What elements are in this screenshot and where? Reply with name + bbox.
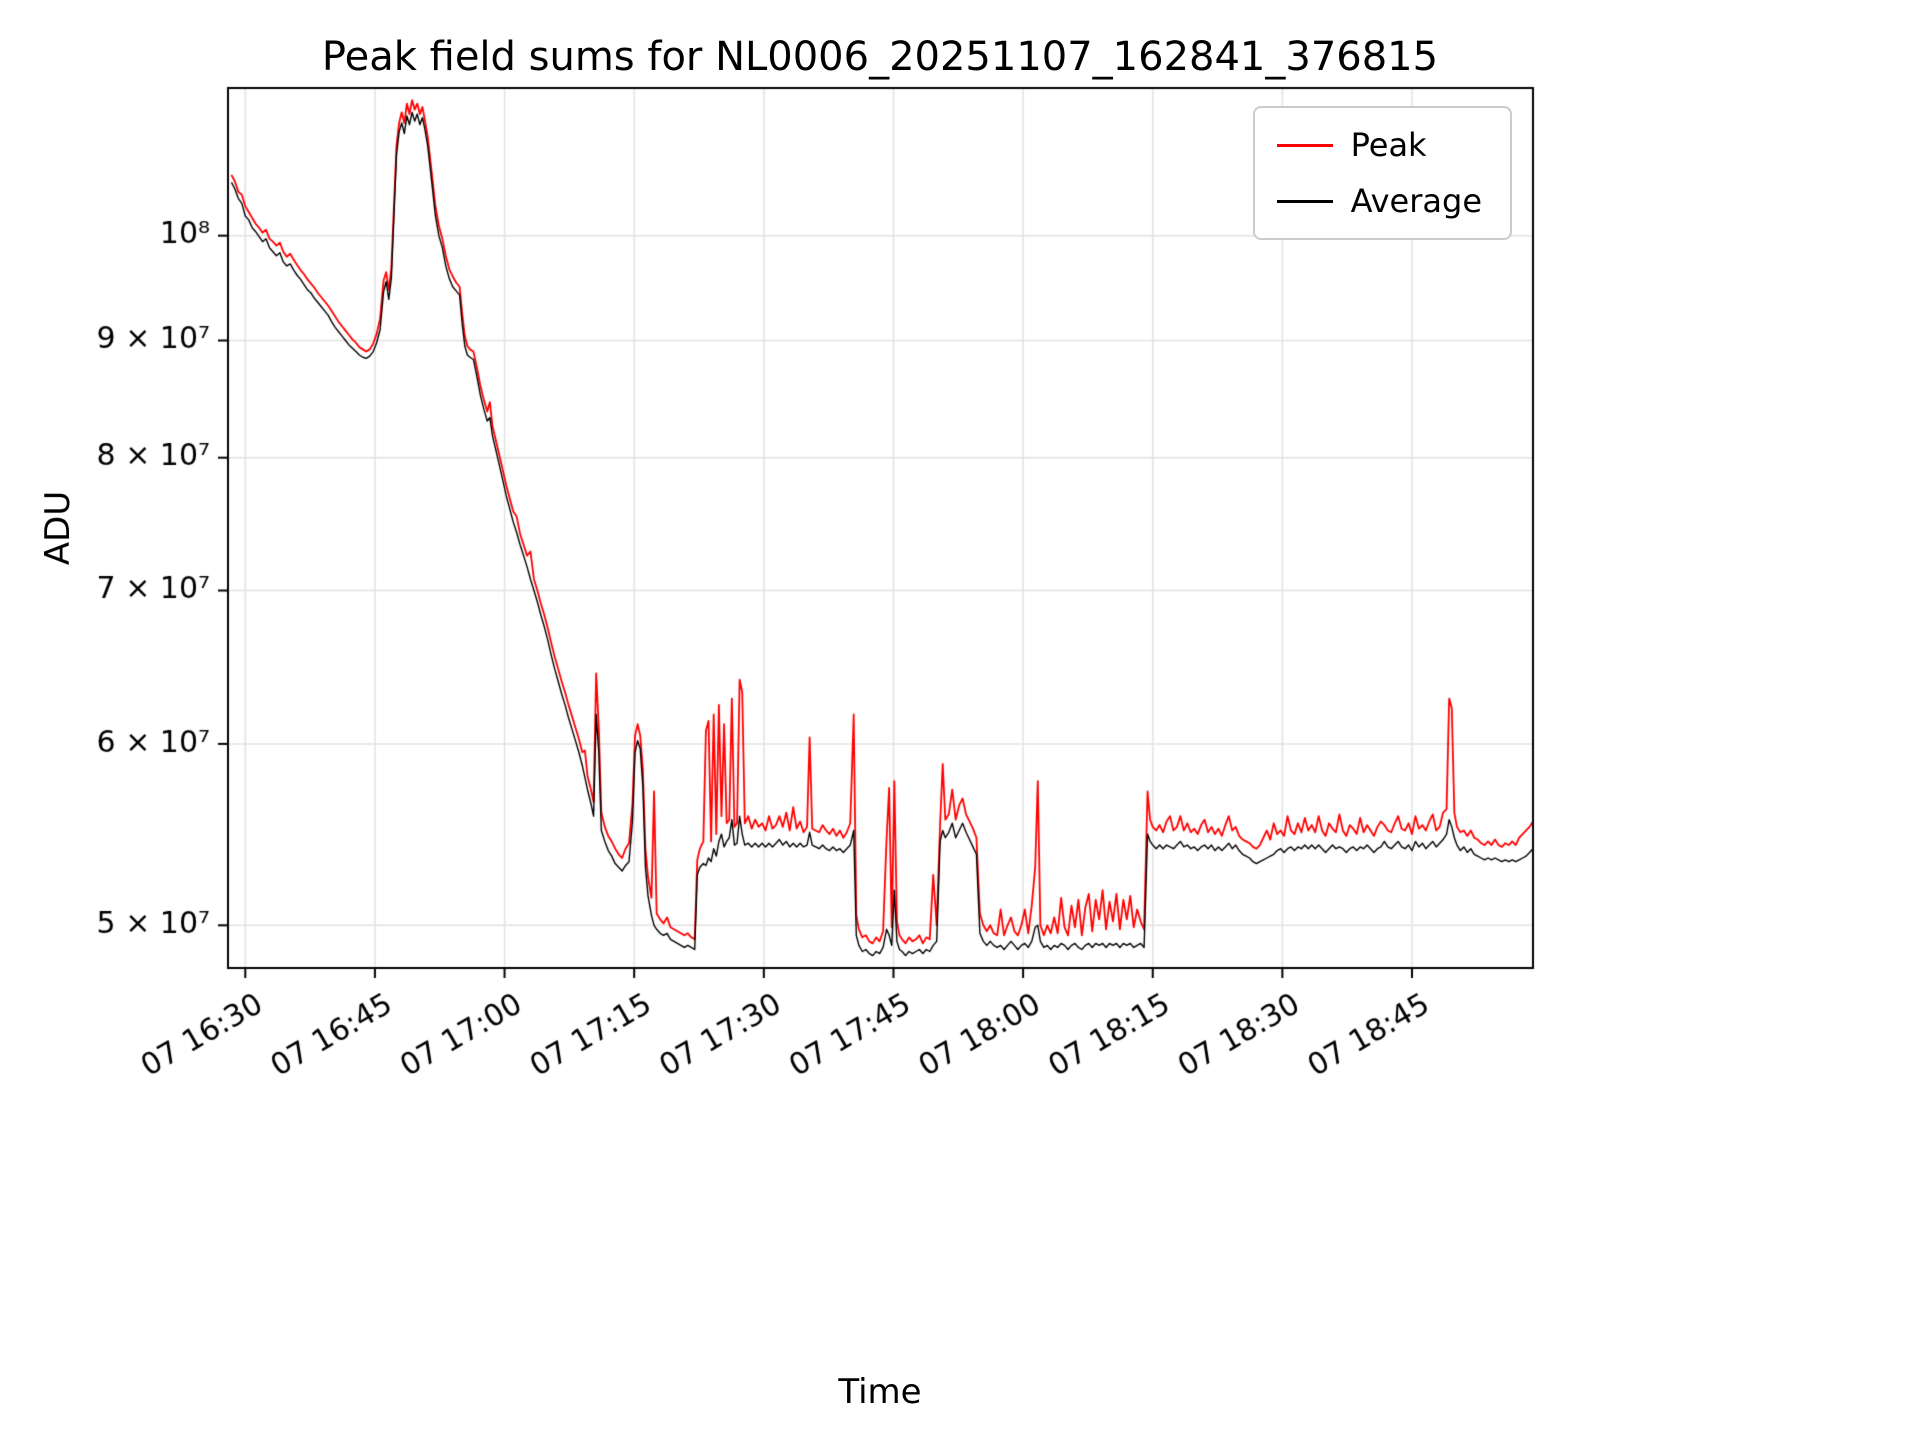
legend-item-peak: Peak [1276, 126, 1482, 164]
average-line-swatch [1276, 199, 1333, 203]
legend-item-average: Average [1276, 182, 1482, 220]
legend: Peak Average [1252, 106, 1512, 240]
legend-label-average: Average [1350, 182, 1482, 220]
legend-label-peak: Peak [1350, 126, 1427, 164]
peak-line-swatch [1276, 143, 1333, 147]
chart-title: Peak field sums for NL0006_20251107_1628… [321, 34, 1439, 80]
x-axis-label: Time [838, 1372, 922, 1412]
y-axis-label: ADU [38, 490, 78, 566]
